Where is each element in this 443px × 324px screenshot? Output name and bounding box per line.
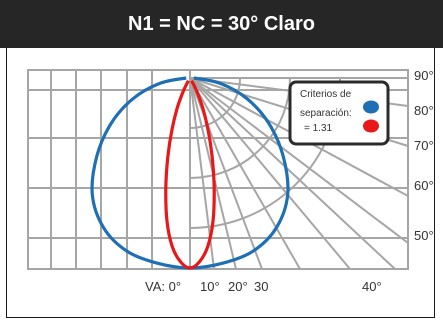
legend-marker-narrow	[363, 119, 379, 133]
plot-frame	[27, 69, 409, 270]
angle-label-right-3: 60°	[414, 178, 434, 193]
chart-header: N1 = NC = 30° Claro	[0, 0, 443, 48]
grid-ray-7	[189, 77, 301, 270]
angle-label-bottom-4: 40°	[362, 279, 382, 294]
grid-arc-1	[189, 77, 291, 179]
angle-label-right-2: 70°	[414, 138, 434, 153]
angle-label-right-4: 50°	[414, 228, 434, 243]
grid-ray-5	[189, 77, 396, 270]
grid-ray-6	[189, 77, 351, 270]
angle-label-bottom-3: 30	[254, 279, 268, 294]
legend-text-1: separación:	[300, 108, 352, 119]
legend-text-0: Criterios de	[300, 89, 352, 100]
legend-marker-wide	[363, 100, 379, 114]
angle-label-bottom-0: VA: 0°	[145, 279, 181, 294]
grid-ray-4	[189, 77, 409, 244]
series-narrow-curve	[164, 79, 216, 270]
legend-text-2: = 1.31	[304, 123, 333, 134]
chart-title: N1 = NC = 30° Claro	[128, 12, 315, 35]
legend-box	[288, 80, 390, 146]
angle-label-bottom-1: 10°	[200, 279, 220, 294]
grid-arc-0	[189, 77, 241, 129]
angle-label-right-1: 80°	[414, 103, 434, 118]
angle-label-right-0: 90°	[414, 68, 434, 83]
angle-label-bottom-2: 20°	[228, 279, 248, 294]
